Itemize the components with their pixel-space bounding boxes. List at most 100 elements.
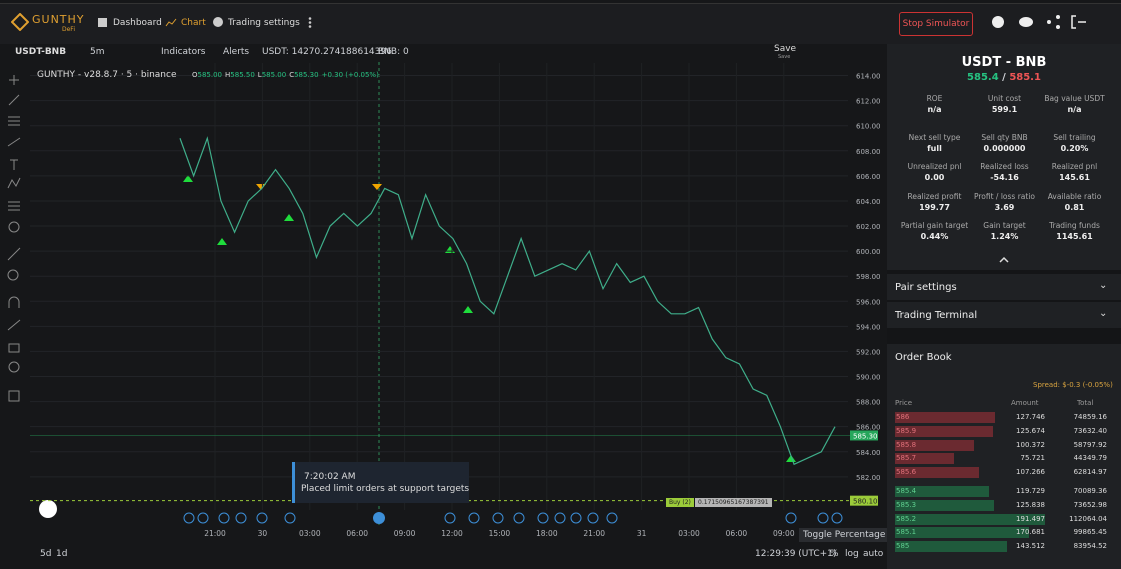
y-tick-label: 596.00 xyxy=(856,298,881,306)
depth-bar xyxy=(895,499,994,511)
pair-prices: 585.4 / 585.1 xyxy=(887,72,1121,83)
ohlc: O585.00 H585.50 L585.00 C585.30 +0.30 (+0.05… xyxy=(192,71,379,79)
collapse-icon[interactable] xyxy=(999,256,1009,264)
stat-label: Unit cost xyxy=(987,94,1022,103)
stat-label: Profit / loss ratio xyxy=(973,192,1036,201)
x-tick-label: 21:00 xyxy=(583,529,605,538)
logo-icon xyxy=(11,13,29,31)
y-tick-label: 608.00 xyxy=(856,148,881,156)
stat-label: Partial gain target xyxy=(900,221,969,230)
section-card[interactable]: Trading Terminal ⌄ xyxy=(887,302,1121,328)
top-bar: GUNTHY DeFi Dashboard Chart Trading sett… xyxy=(0,3,1121,44)
y-tick-label: 590.00 xyxy=(856,374,881,382)
order-price: 585.6 xyxy=(896,468,917,477)
order-amount: 119.729 xyxy=(1016,487,1045,495)
y-tick-label: 610.00 xyxy=(856,123,881,131)
indicators[interactable]: Indicators xyxy=(161,47,206,57)
stat-value: full xyxy=(927,144,942,153)
y-tick-label: 606.00 xyxy=(856,173,881,181)
ohlc-value: 585.50 xyxy=(230,71,255,79)
y-tick-label: 582.00 xyxy=(856,474,881,482)
stat-label: Realized pnl xyxy=(1051,162,1098,171)
order-price: 585.1 xyxy=(896,528,917,537)
order-amount: 75.721 xyxy=(1020,454,1046,463)
y-tick-label: 586.00 xyxy=(856,424,881,432)
x-tick-label: 03:00 xyxy=(299,529,321,538)
order-amount: 170.681 xyxy=(1016,528,1045,537)
order-total: 44349.79 xyxy=(1073,454,1107,463)
separator: / xyxy=(1002,72,1006,83)
stat-label: ROE xyxy=(926,94,943,103)
stat-label: Trading funds xyxy=(1049,221,1100,230)
x-tick-label: 12:00 xyxy=(441,529,463,538)
alerts[interactable]: Alerts xyxy=(223,47,250,57)
order-total: 73632.40 xyxy=(1073,426,1107,435)
stat-label: Next sell type xyxy=(908,133,961,142)
stat-label: Unrealized pnl xyxy=(907,162,962,171)
tv-logo xyxy=(39,500,57,518)
y-tick-label: 584.00 xyxy=(856,449,881,457)
nav-dashboard[interactable]: Dashboard xyxy=(113,18,162,28)
order-total: 58797.92 xyxy=(1073,440,1107,449)
ohlc-key: C xyxy=(289,71,295,79)
ohlc-value: 585.30 xyxy=(294,71,319,79)
ohlc-change: +0.30 (+0.05%) xyxy=(321,71,379,79)
x-tick-label: 03:00 xyxy=(678,529,700,538)
order-amount: 143.512 xyxy=(1016,542,1045,551)
chart: 614.00 612.00 610.00 608.00 606.00 604.00 602.… xyxy=(7,62,881,538)
order-amount: 100.372 xyxy=(1016,440,1045,449)
header-icons[interactable] xyxy=(990,14,1090,30)
depth-bar xyxy=(895,486,989,497)
depth-bar xyxy=(895,412,996,423)
y-tick-label: 592.00 xyxy=(856,348,881,356)
order-total: 70089.36 xyxy=(1073,487,1107,495)
ohlc-value: 585.00 xyxy=(197,71,223,79)
stat-value: 0.20% xyxy=(1060,144,1089,153)
x-tick-label: 06:00 xyxy=(726,529,748,538)
range-5d[interactable]: 5d xyxy=(40,549,52,559)
stat-value: 1145.61 xyxy=(1056,232,1093,241)
order-book-card: Order Book Spread: $-0.3 (-0.05%) Price Amo… xyxy=(887,344,1121,569)
pair-title: USDT - BNB xyxy=(961,55,1047,70)
nav-chart[interactable]: Chart xyxy=(181,18,206,28)
stat-value: n/a xyxy=(1067,105,1082,114)
section-card[interactable]: Pair settings ⌄ xyxy=(887,274,1121,300)
range-1d[interactable]: 1d xyxy=(56,549,68,559)
save[interactable]: Save xyxy=(774,44,797,54)
interval[interactable]: 5m xyxy=(90,47,105,57)
ohlc-key: H xyxy=(225,71,231,79)
tooltip-text: Placed limit orders at support targets xyxy=(301,484,470,494)
stat-value: n/a xyxy=(927,105,942,114)
event-markers xyxy=(183,512,843,524)
hint-tooltip: Toggle Percentage xyxy=(799,528,890,542)
order-total: 99865.45 xyxy=(1073,528,1107,537)
x-tick-label: 06:00 xyxy=(346,529,368,538)
nav-icons xyxy=(98,17,312,28)
side-panel: USDT - BNB 585.4 / 585.1 ROE n/a Unit cost… xyxy=(887,44,1121,569)
order-amount: 107.266 xyxy=(1016,468,1045,477)
order-total: 73652.98 xyxy=(1073,500,1107,509)
stat-label: Gain target xyxy=(983,221,1026,230)
stat-value: 0.00 xyxy=(924,173,945,182)
log-toggle[interactable]: log xyxy=(845,549,859,559)
x-tick-label: 15:00 xyxy=(489,529,511,538)
stat-label: Bag value USDT xyxy=(1044,94,1105,103)
percent-toggle[interactable]: % xyxy=(830,549,839,559)
chevron: ⌄ xyxy=(1099,280,1108,291)
x-tick-label: 18:00 xyxy=(536,529,558,538)
stop-simulator-button[interactable]: Stop Simulator xyxy=(899,12,973,36)
x-tick-label: 21:00 xyxy=(204,529,226,538)
event-tooltip: 7:20:02 AM Placed limit orders at suppor… xyxy=(292,462,469,503)
stat-value: 0.000000 xyxy=(983,144,1026,153)
bnb-balance: BNB: 0 xyxy=(378,47,409,57)
order-amount: 127.746 xyxy=(1016,413,1045,421)
ohlc-key: L xyxy=(257,71,262,79)
buy-label: Buy (2) xyxy=(666,498,694,507)
nav-trading-settings[interactable]: Trading settings xyxy=(228,18,300,28)
drawing-tools xyxy=(7,75,21,402)
active-event[interactable] xyxy=(373,512,385,524)
price-tag-label: 585.30 xyxy=(853,432,878,440)
symbol[interactable]: USDT-BNB xyxy=(15,47,67,57)
auto-toggle[interactable]: auto xyxy=(863,549,884,559)
depth-bar xyxy=(895,425,994,437)
